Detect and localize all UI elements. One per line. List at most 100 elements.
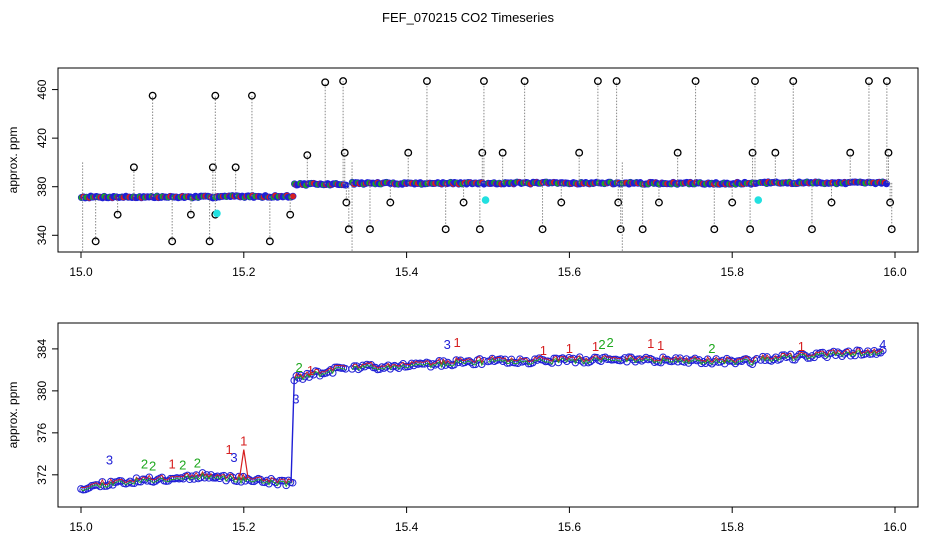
ring-point [731,359,740,368]
x-tick-label: 15.2 [232,520,256,534]
outlier-point [366,225,374,234]
ring-series [756,346,887,365]
outlier-point [498,148,507,157]
outlier-point [211,91,220,100]
ring-point [450,360,458,369]
ring-point [878,346,887,355]
point-label: 1 [798,339,805,354]
ring-point [872,350,881,358]
baseline-series [77,192,220,202]
outlier-point [265,237,274,246]
point-label: 2 [708,341,715,356]
baseline-series [211,192,297,201]
green-trace [487,356,623,366]
outlier-point [340,148,349,157]
outlier-point [186,210,195,219]
green-trace [760,350,884,362]
outlier-point [654,198,663,207]
y-tick-label: 460 [35,79,49,99]
outlier-point [673,148,682,157]
outlier-point [865,77,873,86]
outlier-point [339,77,348,86]
red-trace [80,470,216,489]
red-trace [214,472,293,484]
red-trace [351,356,485,369]
ring-point [260,478,269,487]
point-label: 1 [592,339,599,354]
point-label: 2 [296,360,303,375]
x-tick-label: 16.0 [883,520,907,534]
x-tick-label: 15.6 [558,265,582,279]
point-label: 2 [149,459,156,474]
ring-point [575,353,584,361]
outlier-point [247,91,256,100]
outlier-point [846,148,855,157]
point-label: 1 [169,457,176,472]
ring-point [98,478,107,486]
point-label: 1 [566,341,573,356]
ring-point [720,359,729,368]
outlier-point [91,237,100,246]
outlier-point [303,151,312,160]
step-trace [290,378,295,484]
x-tick-label: 15.0 [69,265,93,279]
red-trace [487,355,623,363]
outlier-point [827,198,836,207]
x-tick-label: 15.6 [558,520,582,534]
outlier-point [808,225,816,234]
x-tick-label: 15.4 [395,265,419,279]
plot-frame [57,67,919,253]
red-trace [293,364,346,380]
outlier-point [882,77,891,86]
red-trace [760,348,884,360]
outlier-point [168,237,177,246]
ring-point [748,360,757,369]
red-trace [624,354,757,364]
point-label: 1 [657,338,664,353]
outlier-point [748,148,757,157]
point-label: 3 [444,337,451,352]
outlier-point [113,210,122,219]
outlier-point [638,225,647,234]
outlier-point [129,163,138,172]
x-tick-label: 16.0 [883,265,907,279]
ring-point [838,352,846,360]
ring-point [846,351,855,360]
outlier-point [386,198,395,207]
ring-point [151,477,160,485]
point-label: 1 [307,363,314,378]
outlier-point [887,225,896,234]
y-tick-label: 384 [35,339,49,359]
outlier-point [441,225,450,234]
outlier-point [538,225,547,234]
y-axis-label: approx. ppm [6,382,20,449]
outlier-point [231,163,240,172]
y-tick-label: 340 [35,225,49,245]
outlier-point [746,225,755,234]
outlier-point [557,198,566,207]
point-label: 2 [141,457,148,472]
plot-area [77,77,896,251]
baseline-series [484,178,626,188]
ring-point [288,478,297,487]
ring-point [659,353,667,362]
y-axis-label: approx. ppm [6,127,20,194]
outlier-point [691,77,700,86]
outlier-point [886,198,895,207]
y-tick-label: 376 [35,423,49,443]
outlier-point [205,237,214,246]
point-label: 1 [540,343,547,358]
point-label: 1 [453,335,460,350]
green-trace [293,367,346,382]
ring-point [273,480,282,489]
outlier-point [478,148,487,157]
ring-point [145,473,154,482]
ring-point [316,371,324,380]
point-label: 3 [230,450,237,465]
point-label: 1 [240,433,247,448]
outlier-point [321,78,330,87]
baseline-series [291,179,350,189]
